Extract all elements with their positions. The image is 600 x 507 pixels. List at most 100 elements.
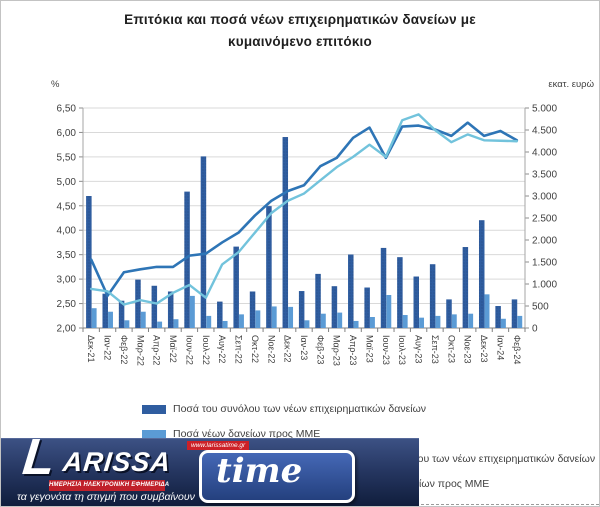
bar-total-amount (397, 257, 403, 328)
x-tick-label: Νοε-22 (266, 335, 276, 364)
y-tick-label-right: 2.500 (532, 214, 557, 225)
bar-total-amount (200, 156, 207, 328)
x-tick-label: Ιουν-23 (381, 335, 391, 365)
y-tick-label-left: 6,00 (57, 128, 77, 139)
y-tick-label-left: 3,50 (57, 250, 77, 261)
x-tick-label: Οκτ-23 (446, 335, 456, 363)
y-tick-label-right: 500 (532, 302, 549, 313)
legend-bar-swatch (142, 404, 166, 414)
legend-bar-swatch (142, 429, 166, 439)
line-sme-rate (89, 113, 519, 306)
chart-title-line2: κυμαινόμενο επιτόκιο (228, 34, 372, 49)
x-tick-label: Μαϊ-23 (364, 335, 374, 363)
y-tick-label-left: 2,50 (57, 299, 77, 310)
y-tick-label-right: 1.500 (532, 258, 557, 269)
x-tick-label: Μαϊ-22 (168, 335, 178, 363)
bar-sme-amount (206, 315, 212, 328)
bar-sme-amount (222, 320, 228, 328)
bar-total-amount (462, 247, 469, 328)
chart-title-line1: Επιτόκια και ποσά νέων επιχειρηματικών δ… (124, 12, 476, 27)
x-tick-label: Μαρ-23 (332, 335, 342, 366)
x-tick-label: Μαρ-22 (135, 335, 145, 366)
bar-total-amount (135, 279, 141, 328)
watermark-logo: L ARISSA time www.larissatime.gr ΗΜΕΡΗΣΙ… (1, 438, 419, 506)
x-tick-label: Απρ-22 (152, 335, 162, 365)
y-tick-label-left: 3,00 (57, 275, 77, 286)
bar-sme-amount (337, 312, 343, 328)
bar-sme-amount (288, 306, 294, 328)
y-tick-label-right: 2.000 (532, 236, 557, 247)
watermark-brand-text: ARISSA (61, 447, 173, 477)
bar-total-amount (413, 276, 420, 328)
right-axis-unit-label: εκατ. ευρώ (548, 79, 594, 90)
bar-sme-amount (91, 308, 97, 328)
bar-sme-amount (500, 318, 506, 328)
x-tick-label: Οκτ-22 (250, 335, 260, 363)
x-tick-label: Αυγ-23 (414, 335, 424, 363)
bar-total-amount (167, 291, 174, 328)
bar-total-amount (495, 306, 501, 328)
bar-sme-amount (239, 314, 244, 328)
y-tick-label-right: 0 (532, 324, 538, 335)
x-tick-label: Φεβ-23 (315, 335, 325, 364)
x-tick-label: Ιουν-22 (184, 335, 194, 365)
y-tick-label-left: 6,50 (57, 104, 77, 115)
x-tick-label: Ιουλ-22 (201, 335, 211, 365)
bar-total-amount (249, 291, 256, 328)
x-tick-label: Ιουλ-23 (397, 335, 407, 365)
bar-sme-amount (157, 321, 163, 328)
x-tick-label: Φεβ-24 (512, 335, 522, 364)
watermark-time-script: time (216, 451, 303, 491)
watermark-tagline: τα γεγονότα τη στιγμή που συμβαίνουν (17, 491, 195, 503)
bar-sme-amount (140, 311, 146, 328)
x-tick-label: Απρ-23 (348, 335, 358, 365)
x-tick-label: Δεκ-23 (479, 335, 489, 363)
bar-total-amount (118, 300, 125, 328)
y-tick-label-right: 3.500 (532, 170, 557, 181)
bar-sme-amount (304, 320, 310, 328)
y-tick-label-right: 5.000 (532, 104, 557, 115)
left-axis-unit-label: % (51, 79, 60, 90)
bar-sme-amount (173, 319, 179, 328)
bar-sme-amount (435, 315, 441, 328)
bar-sme-amount (386, 295, 392, 328)
bar-total-amount (217, 301, 223, 328)
bar-total-amount (102, 293, 108, 328)
bar-total-amount (511, 299, 518, 328)
y-tick-label-left: 2,00 (57, 324, 77, 335)
bar-sme-amount (402, 315, 408, 328)
bar-total-amount (331, 286, 338, 328)
x-tick-label: Ιαν-22 (103, 335, 113, 360)
y-tick-label-right: 4.000 (532, 148, 557, 159)
watermark-time-box: time (199, 450, 355, 503)
legend-item-1: Ποσά του συνόλου των νέων επιχειρηματικώ… (142, 403, 426, 415)
bar-total-amount (364, 287, 370, 328)
y-tick-label-left: 5,00 (57, 177, 77, 188)
x-tick-label: Σεπ-22 (234, 335, 244, 364)
bar-sme-amount (370, 317, 375, 328)
y-tick-label-right: 4.500 (532, 126, 557, 137)
bar-total-amount (282, 137, 289, 328)
bar-total-amount (151, 285, 158, 328)
legend-label: Ποσά του συνόλου των νέων επιχειρηματικώ… (173, 403, 427, 415)
bar-sme-amount (353, 320, 359, 328)
y-tick-label-right: 1.000 (532, 280, 557, 291)
bar-total-amount (446, 299, 452, 328)
bar-total-amount (298, 291, 305, 328)
bar-total-amount (348, 254, 354, 328)
bar-total-amount (86, 196, 92, 328)
bar-total-amount (315, 273, 321, 328)
bar-sme-amount (255, 310, 261, 328)
bar-sme-amount (320, 313, 326, 328)
x-tick-label: Αυγ-22 (217, 335, 227, 363)
bar-sme-amount (419, 317, 425, 328)
x-tick-label: Δεκ-21 (86, 335, 96, 363)
x-tick-label: Ιαν-23 (299, 335, 309, 360)
bar-sme-amount (271, 306, 277, 328)
x-tick-label: Δεκ-22 (283, 335, 293, 363)
x-tick-label: Ιαν-24 (495, 335, 505, 360)
bar-sme-amount (124, 320, 130, 328)
y-tick-label-left: 4,00 (57, 226, 77, 237)
